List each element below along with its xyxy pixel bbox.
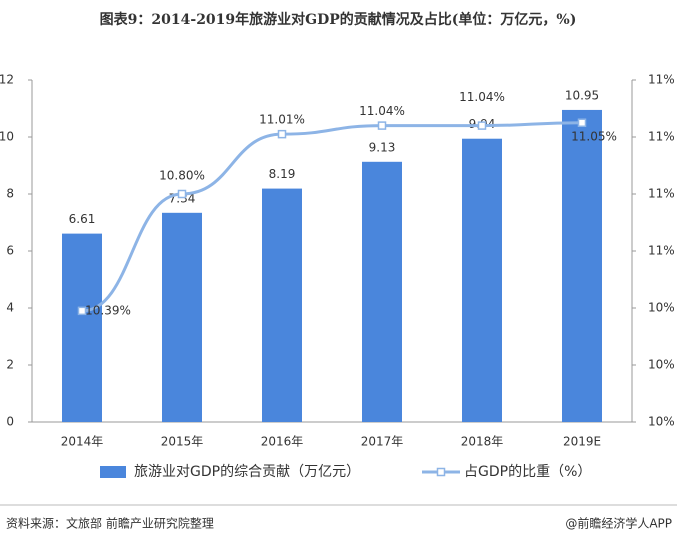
- source: 资料来源：文旅部 前瞻产业研究院整理: [6, 516, 214, 531]
- bar-label: 8.19: [269, 167, 296, 181]
- credit: @前瞻经济学人APP: [565, 516, 672, 531]
- line: [81, 121, 583, 313]
- x-tick-label: 2016年: [261, 435, 304, 449]
- line-marker: [77, 306, 87, 316]
- line-label: 11.04%: [459, 90, 505, 104]
- x-tick-label: 2018年: [461, 435, 504, 449]
- line-marker: [377, 121, 387, 130]
- bar-label: 9.13: [369, 140, 396, 154]
- line-label: 11.04%: [359, 104, 405, 118]
- y-tick-label: 8: [6, 187, 14, 201]
- y-tick-label: 10: [0, 130, 14, 144]
- bar: [362, 161, 402, 423]
- line-label: 10.39%: [85, 303, 131, 317]
- x-tick-label: 2019E: [563, 435, 601, 449]
- line-label: 11.05%: [571, 129, 617, 143]
- bar: [262, 188, 302, 422]
- y2-tick-label: 11%: [648, 244, 675, 258]
- y2-tick-label: 11%: [648, 130, 675, 144]
- legend-marker: [436, 467, 446, 477]
- line-marker: [277, 129, 287, 139]
- y2-tick-label: 11%: [648, 187, 675, 201]
- line-marker: [577, 118, 587, 127]
- x-tick-label: 2015年: [161, 435, 204, 449]
- legend-label: 旅游业对GDP的综合贡献（万亿元）: [134, 464, 360, 480]
- y2-tick-label: 10%: [648, 301, 675, 315]
- bar: [462, 138, 502, 422]
- line-marker: [477, 121, 487, 130]
- line-label: 11.01%: [259, 113, 305, 127]
- legend-label: 占GDP的比重（%）: [464, 464, 591, 480]
- x-tick-label: 2017年: [361, 435, 404, 449]
- bar: [62, 233, 102, 422]
- x-tick-label: 2014年: [61, 435, 104, 449]
- bar: [162, 212, 202, 422]
- bar: [562, 109, 602, 423]
- line-marker: [177, 189, 187, 199]
- y-tick-label: 0: [6, 415, 14, 429]
- chart-title: 图表9：2014-2019年旅游业对GDP的贡献情况及占比(单位：万亿元，%): [100, 11, 577, 28]
- y-tick-label: 6: [6, 244, 14, 258]
- y2-tick-label: 10%: [648, 415, 675, 429]
- y-tick-label: 2: [6, 358, 14, 372]
- y2-tick-label: 11%: [648, 73, 675, 87]
- y-tick-label: 4: [6, 301, 14, 315]
- line-label: 10.80%: [159, 169, 205, 183]
- legend-swatch: [100, 466, 126, 478]
- y2-tick-label: 10%: [648, 358, 675, 372]
- y-tick-label: 12: [0, 73, 14, 87]
- bar-label: 6.61: [69, 212, 96, 226]
- bar-label: 10.95: [565, 88, 599, 102]
